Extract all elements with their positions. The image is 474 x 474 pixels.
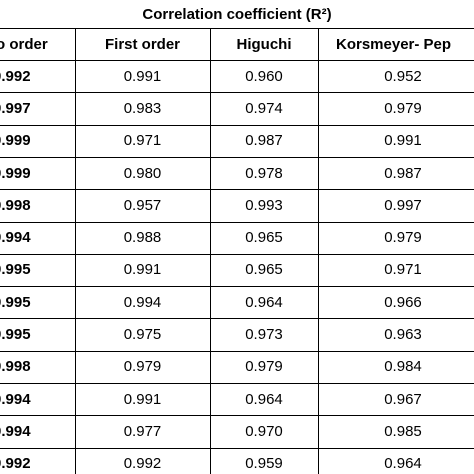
table-cell: 0.983 (123, 99, 162, 117)
table-cell: 0.963 (384, 326, 422, 344)
rule-line (0, 156, 474, 158)
rule-line (0, 350, 474, 352)
table-cell: 0.979 (384, 229, 422, 247)
table-cell: 0.965 (245, 229, 283, 247)
table-cell: 0.979 (245, 358, 283, 376)
table-cell: 0.991 (384, 132, 422, 150)
table-cell: 0.967 (384, 390, 422, 408)
table-cell: 0.980 (123, 164, 162, 182)
table-cell: 0.995 (0, 326, 31, 344)
table-cell: 0.994 (0, 422, 31, 440)
rule-line (0, 221, 474, 223)
rule-line (0, 28, 474, 29)
table-cell: 0.978 (245, 164, 283, 182)
table-cell: 0.991 (123, 390, 162, 408)
table-cell: 0.999 (0, 164, 31, 182)
table-cell: 0.977 (123, 422, 162, 440)
table-cell: 0.992 (0, 67, 31, 85)
table-cell: 0.994 (123, 293, 162, 311)
table-cell: 0.952 (384, 67, 422, 85)
table-cell: 0.964 (384, 455, 422, 473)
table-cell: 0.960 (245, 67, 283, 85)
table-cell: 0.987 (384, 164, 422, 182)
rule-line (0, 286, 474, 288)
table-cell: 0.995 (0, 261, 31, 279)
rule-line (0, 383, 474, 384)
rule-line (0, 124, 474, 126)
table-cell: 0.999 (0, 132, 31, 150)
column-header: Korsmeyer- Pep (336, 35, 452, 53)
table-cell: 0.970 (245, 422, 283, 440)
table-cell: 0.973 (245, 326, 283, 344)
table-cell: 0.975 (123, 326, 162, 344)
rule-line (0, 415, 474, 417)
column-header: o order (0, 35, 48, 53)
table-cell: 0.988 (123, 229, 162, 247)
rule-line (0, 189, 474, 191)
table-cell: 0.985 (384, 422, 422, 440)
column-header: Higuchi (236, 35, 292, 53)
table-cell: 0.971 (123, 132, 162, 150)
column-divider (75, 28, 76, 474)
rule-line (0, 318, 474, 320)
table-cell: 0.966 (384, 293, 422, 311)
table-cell: 0.965 (245, 261, 283, 279)
table-cell: 0.987 (245, 132, 283, 150)
table-cell: 0.998 (0, 196, 31, 214)
table-cell: 0.974 (245, 99, 283, 117)
table-cell: 0.997 (0, 99, 31, 117)
table-cell: 0.971 (384, 261, 422, 279)
rule-line (0, 253, 474, 255)
rule-line (0, 447, 474, 449)
table-title: Correlation coefficient (R²) (142, 5, 332, 23)
table-cell: 0.992 (123, 455, 162, 473)
table-cell: 0.998 (0, 358, 31, 376)
column-divider (210, 28, 211, 474)
table-cell: 0.994 (0, 390, 31, 408)
table-cell: 0.995 (0, 293, 31, 311)
table-cell: 0.993 (245, 196, 283, 214)
table-cell: 0.984 (384, 358, 422, 376)
table-cell: 0.979 (384, 99, 422, 117)
table-cell: 0.991 (123, 261, 162, 279)
rule-line (0, 92, 474, 94)
table-cell: 0.991 (123, 67, 162, 85)
column-divider (318, 28, 319, 474)
table-cell: 0.959 (245, 455, 283, 473)
column-header: First order (104, 35, 180, 53)
table-cell: 0.957 (123, 196, 162, 214)
table-cell: 0.964 (245, 390, 283, 408)
rule-line (0, 60, 474, 61)
table-cell: 0.964 (245, 293, 283, 311)
table-cell: 0.994 (0, 229, 31, 247)
table-cell: 0.979 (123, 358, 162, 376)
table-cell: 0.992 (0, 455, 31, 473)
table-cell: 0.997 (384, 196, 422, 214)
